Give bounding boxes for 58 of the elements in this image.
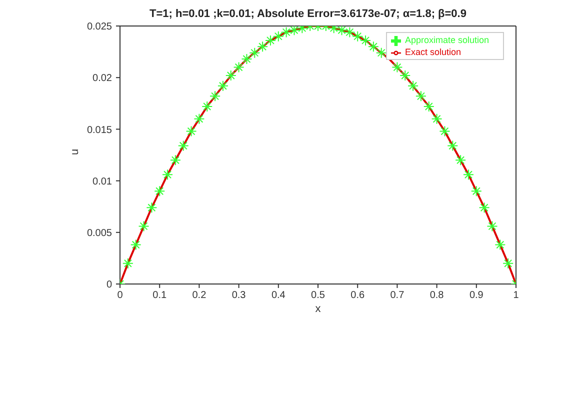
x-tick-label: 0.9 (469, 290, 484, 302)
point (146, 202, 158, 214)
y-tick-label: 0 (106, 280, 112, 291)
point (392, 62, 403, 73)
x-tick-label: 0.7 (390, 290, 405, 302)
point (439, 126, 450, 137)
y-axis-title: u (68, 148, 81, 155)
x-tick-label: 0.2 (192, 290, 207, 302)
point (130, 239, 142, 250)
point (352, 30, 364, 42)
legend-label: Exact solution (404, 47, 461, 57)
point (336, 26, 348, 36)
y-tick-label: 0.005 (86, 228, 112, 239)
point (225, 70, 236, 82)
point (170, 154, 181, 166)
point (194, 113, 205, 124)
point (360, 34, 372, 46)
chart-title: T=1; h=0.01 ;k=0.01; Absolute Error=3.6173e-07; α=1.8; β=0.9 (148, 8, 468, 20)
point (233, 62, 244, 73)
y-tick-label: 0.01 (92, 176, 112, 188)
point (455, 154, 466, 166)
point (478, 202, 490, 214)
point (210, 90, 221, 102)
y-tick-label: 0.025 (86, 22, 112, 33)
legend-label: Approximate solution (404, 35, 489, 45)
point (376, 47, 387, 58)
point (431, 113, 442, 124)
point (470, 186, 482, 197)
point (494, 239, 506, 250)
x-tick-label: 0 (117, 290, 124, 302)
point (202, 100, 213, 112)
point (423, 100, 434, 112)
point (186, 126, 197, 137)
point (462, 169, 474, 180)
point (400, 70, 411, 82)
x-tick-label: 0.5 (311, 290, 326, 302)
x-tick-label: 1 (513, 290, 520, 302)
point (344, 26, 356, 38)
point (486, 220, 498, 232)
point (408, 80, 419, 92)
point (415, 90, 426, 102)
x-tick-label: 0.4 (271, 290, 286, 302)
x-tick-label: 0.1 (152, 290, 167, 302)
x-tick-label: 0.8 (430, 290, 444, 302)
x-axis-title: x (315, 303, 322, 315)
point (122, 258, 134, 269)
y-tick-label: 0.015 (86, 124, 112, 136)
point (154, 186, 166, 197)
point (138, 220, 150, 232)
y-tick-label: 0.02 (92, 73, 112, 84)
point (162, 169, 174, 180)
point (217, 80, 228, 92)
point (368, 41, 379, 52)
point (502, 258, 514, 269)
x-tick-label: 0.6 (350, 290, 365, 302)
point (178, 140, 189, 152)
x-tick-label: 0.3 (232, 290, 246, 302)
point (447, 140, 458, 152)
